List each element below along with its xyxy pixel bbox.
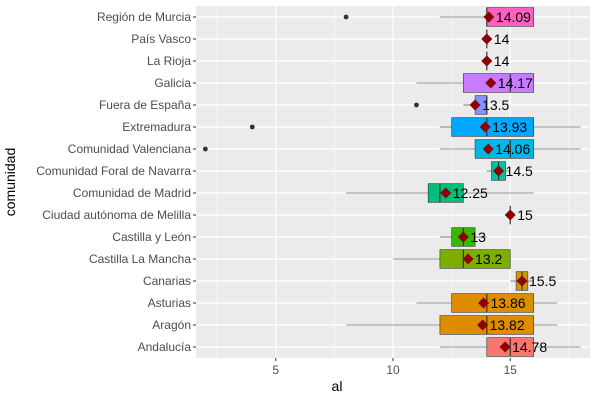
box-4 <box>416 73 535 93</box>
x-tick-label: 5 <box>272 363 279 377</box>
y-tick-label: Castilla y León <box>112 230 191 244</box>
y-tick-label: Comunidad Foral de Navarra <box>36 164 191 178</box>
mean-label: 15.5 <box>529 273 556 289</box>
mean-marker <box>477 319 489 331</box>
box-6 <box>249 117 581 137</box>
y-tick-label: Asturias <box>148 296 191 310</box>
y-tick-label: La Rioja <box>147 54 191 68</box>
boxes-layer <box>202 7 581 357</box>
y-axis-title: comunidad <box>2 148 18 217</box>
box-1 <box>343 7 535 27</box>
mean-marker <box>479 121 491 133</box>
outlier-point <box>202 146 208 152</box>
mean-label: 13.82 <box>490 317 525 333</box>
mean-marker <box>499 341 511 353</box>
box-15 <box>346 315 558 335</box>
box-rect <box>451 293 535 313</box>
y-tick-label: Andalucía <box>138 340 192 354</box>
mean-label: 14.06 <box>495 141 530 157</box>
box-5 <box>414 95 488 115</box>
box-10 <box>504 205 516 225</box>
y-tick-label: Extremadura <box>122 120 191 134</box>
y-tick-label: Región de Murcia <box>97 10 191 24</box>
box-rect <box>439 249 511 269</box>
y-tick-label: Galicia <box>154 76 191 90</box>
box-16 <box>439 337 581 357</box>
mean-label: 14.78 <box>512 339 547 355</box>
outlier-point <box>249 124 255 130</box>
mean-label: 13 <box>470 229 486 245</box>
box-12 <box>393 249 511 269</box>
box-rect <box>451 117 535 137</box>
box-13 <box>510 271 534 291</box>
x-axis-title: al <box>332 378 343 394</box>
mean-label: 13.2 <box>475 251 502 267</box>
mean-label: 13.5 <box>482 97 509 113</box>
box-9 <box>346 183 534 203</box>
mean-marker <box>493 165 505 177</box>
y-tick-label: País Vasco <box>131 32 191 46</box>
mean-marker <box>481 33 493 45</box>
box-11 <box>439 227 487 247</box>
mean-label: 12.25 <box>453 185 488 201</box>
mean-marker <box>485 77 497 89</box>
box-rect <box>474 139 535 159</box>
y-tick-label: Aragón <box>152 318 191 332</box>
mean-marker <box>478 297 490 309</box>
mean-marker <box>462 253 474 265</box>
x-tick-label: 10 <box>386 363 400 377</box>
mean-label: 14 <box>494 31 510 47</box>
mean-label: 13.86 <box>491 295 526 311</box>
mean-label: 14.5 <box>506 163 533 179</box>
y-tick-label: Canarias <box>143 274 191 288</box>
box-2 <box>481 29 493 49</box>
y-tick-label: Comunidad Valenciana <box>68 142 192 156</box>
mean-marker <box>469 99 481 111</box>
mean-marker <box>440 187 452 199</box>
x-tick-label: 15 <box>504 363 518 377</box>
y-tick-label: Fuera de España <box>99 98 191 112</box>
box-14 <box>416 293 558 313</box>
box-3 <box>481 51 493 71</box>
mean-labels-layer: 14.09 14 14 14.17 13.5 13.93 14.06 14.5 12.25 15 1… <box>453 9 557 355</box>
axes-layer: Región de Murcia País Vasco La Rioja Galici… <box>36 10 517 377</box>
mean-marker <box>516 275 528 287</box>
outlier-point <box>343 14 349 20</box>
mean-marker <box>483 11 495 23</box>
y-tick-label: Comunidad de Madrid <box>73 186 191 200</box>
y-tick-label: Castilla La Mancha <box>89 252 191 266</box>
mean-label: 14.09 <box>496 9 531 25</box>
mean-label: 13.93 <box>492 119 527 135</box>
box-7 <box>202 139 581 159</box>
y-tick-label: Ciudad autónoma de Melilla <box>42 208 191 222</box>
box-rect <box>463 73 535 93</box>
mean-label: 14.17 <box>498 75 533 91</box>
mean-marker <box>457 231 469 243</box>
mean-marker <box>481 55 493 67</box>
mean-label: 14 <box>494 53 510 69</box>
box-8 <box>486 161 511 181</box>
mean-label: 15 <box>517 207 533 223</box>
mean-marker <box>482 143 494 155</box>
mean-marker <box>504 209 516 221</box>
outlier-point <box>414 102 419 108</box>
